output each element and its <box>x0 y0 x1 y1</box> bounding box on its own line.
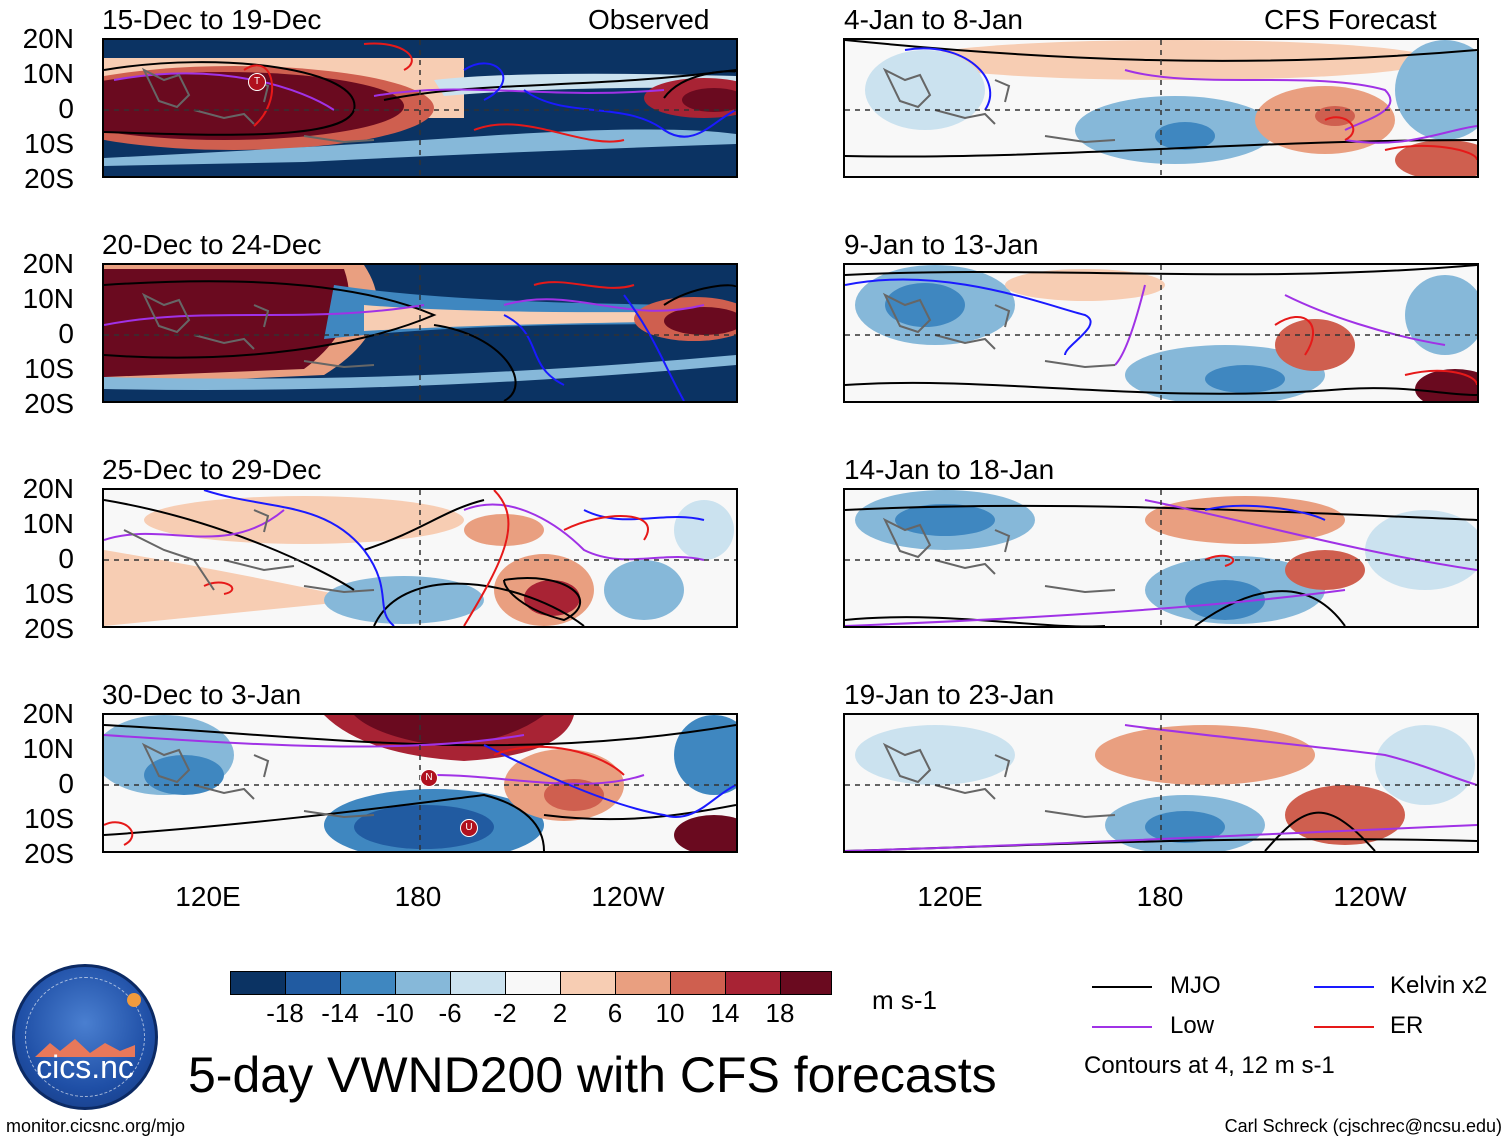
colorbar-segment <box>395 971 451 995</box>
lon-label: 120E <box>175 881 241 912</box>
lon-label: 120W <box>591 881 665 912</box>
colorbar-segment <box>725 971 781 995</box>
storm-marker-n: N <box>420 769 438 787</box>
lon-label: 180 <box>1136 881 1184 912</box>
lat-label: 10N <box>22 508 74 539</box>
map-panel-1: T <box>102 38 738 178</box>
panel-title-4: 30-Dec to 3-Jan <box>102 679 302 710</box>
panel-title-5: 4-Jan to 8-Jan <box>844 4 1023 35</box>
storm-marker-u: U <box>460 819 478 837</box>
colorbar-segment <box>560 971 616 995</box>
colorbar-tick: 14 <box>710 998 740 1028</box>
lat-label: 0 <box>58 543 74 574</box>
panel-title-3: 25-Dec to 29-Dec <box>102 454 322 485</box>
legend-low-label: Low <box>1170 1012 1215 1039</box>
lat-label: 20S <box>24 163 74 194</box>
lat-label: 10N <box>22 283 74 314</box>
colorbar-segment <box>285 971 341 995</box>
colorbar-tick: 18 <box>765 998 795 1028</box>
map-panel-5 <box>843 38 1479 178</box>
colorbar-segment <box>340 971 396 995</box>
lon-label: 120E <box>917 881 983 912</box>
legend-mjo-label: MJO <box>1170 972 1221 999</box>
footer-url[interactable]: monitor.cicsnc.org/mjo <box>6 1116 186 1136</box>
footer-credit: Carl Schreck (cjschrec@ncsu.edu) <box>1224 1116 1502 1136</box>
panel-title-6: 9-Jan to 13-Jan <box>844 229 1039 260</box>
cics-logo: cics.nc <box>12 964 158 1110</box>
lat-label: 20N <box>22 698 74 729</box>
legend-contours-note: Contours at 4, 12 m s-1 <box>1084 1052 1335 1079</box>
lat-label: 10N <box>22 58 74 89</box>
lat-label: 10S <box>24 578 74 609</box>
colorbar-segment <box>670 971 726 995</box>
legend-kelvin-line <box>1314 986 1374 988</box>
map-panel-3 <box>102 488 738 628</box>
panel-title-8: 19-Jan to 23-Jan <box>844 679 1055 710</box>
panel-title-7: 14-Jan to 18-Jan <box>844 454 1055 485</box>
map-panel-7 <box>843 488 1479 628</box>
legend-kelvin-label: Kelvin x2 <box>1390 972 1488 999</box>
lat-label: 20S <box>24 388 74 419</box>
lat-label: 10N <box>22 733 74 764</box>
colorbar-tick: 6 <box>607 998 623 1028</box>
storm-marker-t: T <box>248 73 266 91</box>
lon-label: 120W <box>1333 881 1407 912</box>
legend-mjo-line <box>1092 986 1152 988</box>
lat-label: 0 <box>58 318 74 349</box>
lat-label: 20S <box>24 613 74 644</box>
colorbar-tick: -10 <box>376 998 414 1028</box>
colorbar-tick: -2 <box>493 998 517 1028</box>
colorbar-tick: -14 <box>321 998 359 1028</box>
panel-title-1: 15-Dec to 19-Dec <box>102 4 322 35</box>
panel-tag-observed: Observed <box>588 4 710 35</box>
legend-low-line <box>1092 1026 1152 1028</box>
colorbar-segment <box>450 971 506 995</box>
logo-name: cics.nc <box>36 1049 134 1085</box>
colorbar-tick: 10 <box>655 998 685 1028</box>
lat-label: 10S <box>24 803 74 834</box>
lat-label: 20S <box>24 838 74 869</box>
panel-tag-cfs: CFS Forecast <box>1264 4 1437 35</box>
map-panel-4: N U <box>102 713 738 853</box>
main-title: 5-day VWND200 with CFS forecasts <box>188 1047 997 1103</box>
logo-sun-icon <box>127 993 141 1007</box>
lat-label: 20N <box>22 23 74 54</box>
colorbar-segment <box>615 971 671 995</box>
lon-label: 180 <box>394 881 442 912</box>
colorbar-tick: -6 <box>438 998 462 1028</box>
colorbar-units: m s-1 <box>872 985 937 1015</box>
colorbar-tick: 2 <box>552 998 568 1028</box>
colorbar-segment <box>230 971 286 995</box>
lat-label: 10S <box>24 128 74 159</box>
logo-mountain-icon <box>35 1039 135 1057</box>
lat-label: 10S <box>24 353 74 384</box>
lat-label: 0 <box>58 768 74 799</box>
panel-title-2: 20-Dec to 24-Dec <box>102 229 322 260</box>
map-panel-6 <box>843 263 1479 403</box>
colorbar-segment <box>505 971 561 995</box>
legend-er-label: ER <box>1390 1012 1424 1039</box>
map-panel-8 <box>843 713 1479 853</box>
logo-ring <box>25 977 145 1097</box>
colorbar-segment <box>780 971 832 995</box>
lat-label: 20N <box>22 248 74 279</box>
legend-er-line <box>1314 1026 1374 1028</box>
map-panel-2 <box>102 263 738 403</box>
lat-label: 0 <box>58 93 74 124</box>
lat-label: 20N <box>22 473 74 504</box>
colorbar-tick: -18 <box>266 998 304 1028</box>
